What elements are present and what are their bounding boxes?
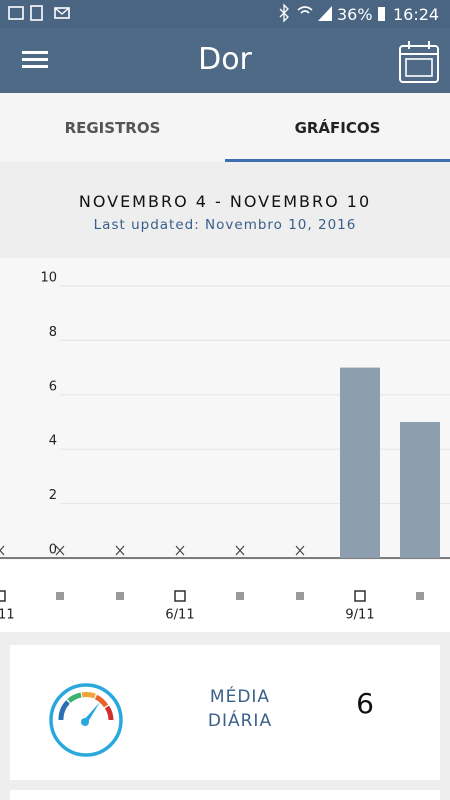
y-tick-label: 8	[49, 325, 57, 340]
summary-card	[10, 790, 440, 800]
x-tick-label: 3/11	[0, 608, 15, 623]
y-tick-label: 0	[49, 543, 57, 558]
no-data-mark	[115, 545, 125, 556]
day-marker	[174, 590, 186, 602]
chart: 0 2 4 6 8 10 3/11 6/11 9/11	[0, 258, 450, 632]
y-tick-label: 4	[49, 434, 57, 449]
calendar-button[interactable]	[398, 40, 440, 84]
y-tick-label: 6	[49, 379, 57, 394]
bar	[340, 367, 380, 558]
battery-level: 36%	[337, 5, 373, 24]
last-updated: Last updated: Novembro 10, 2016	[93, 217, 357, 233]
day-marker	[416, 592, 424, 600]
day-marker	[116, 592, 124, 600]
average-label: MÉDIA DIÁRIA	[180, 685, 300, 733]
no-data-mark	[235, 545, 245, 556]
average-label-line: DIÁRIA	[207, 711, 273, 731]
app-title: Dor	[198, 42, 252, 77]
bar	[400, 422, 440, 558]
menu-button[interactable]	[22, 50, 50, 70]
date-range: NOVEMBRO 4 - NOVEMBRO 10	[78, 192, 372, 211]
day-marker	[296, 592, 304, 600]
average-value: 6	[356, 687, 374, 720]
app-bar: Dor	[0, 28, 450, 93]
no-data-mark	[295, 545, 305, 556]
status-bar: 36% 16:24	[0, 0, 450, 28]
no-data-mark	[0, 545, 5, 556]
gauge-icon	[49, 683, 123, 757]
no-data-mark	[55, 545, 65, 556]
no-data-mark	[175, 545, 185, 556]
summary-card: MÉDIA DIÁRIA 6	[10, 645, 440, 780]
day-marker	[354, 590, 366, 602]
y-tick-label: 2	[49, 488, 57, 503]
x-tick-label: 6/11	[165, 608, 194, 623]
clock: 16:24	[393, 5, 440, 24]
date-header: NOVEMBRO 4 - NOVEMBRO 10 Last updated: N…	[0, 162, 450, 258]
tab[interactable]: REGISTROS	[64, 119, 161, 137]
day-marker	[56, 592, 64, 600]
status-icons	[8, 3, 385, 23]
tab-selected[interactable]: GRÁFICOS	[225, 93, 450, 162]
y-tick-label: 10	[40, 271, 57, 286]
tab-bar: REGISTROS GRÁFICOS	[0, 93, 450, 162]
x-tick-label: 9/11	[345, 608, 374, 623]
day-marker	[0, 590, 6, 602]
day-marker	[236, 592, 244, 600]
average-label-line: MÉDIA	[209, 687, 271, 707]
